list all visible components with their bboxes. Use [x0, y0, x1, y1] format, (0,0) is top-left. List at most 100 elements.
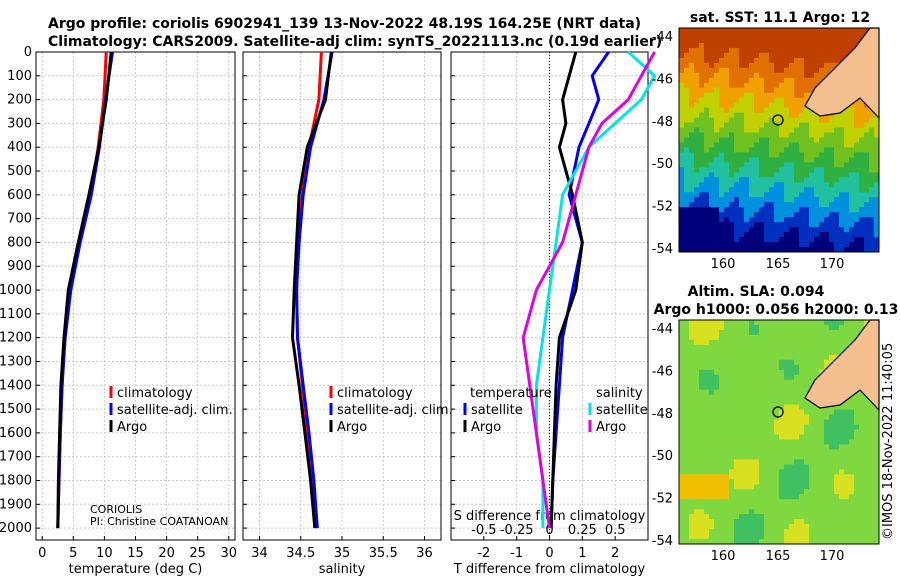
map-cell	[739, 359, 745, 366]
map-cell	[689, 409, 695, 416]
map-cell	[794, 504, 800, 510]
map-cell	[754, 434, 760, 440]
map-cell	[734, 202, 740, 208]
map-cell	[714, 47, 720, 54]
map-cell	[744, 424, 750, 430]
map-cell	[749, 539, 755, 545]
map-cell	[739, 172, 745, 178]
map-cell	[799, 202, 805, 208]
map-cell	[864, 459, 870, 465]
map-cell	[859, 167, 865, 173]
map-y-tick-label: -48	[652, 407, 673, 422]
map-cell	[809, 464, 815, 470]
map-cell	[704, 539, 710, 545]
map-cell	[709, 534, 715, 540]
map-cell	[804, 409, 810, 416]
map-cell	[869, 112, 875, 119]
x-tick-label: 35	[334, 546, 351, 561]
map-cell	[754, 202, 760, 208]
map-cell	[679, 484, 685, 490]
map-cell	[809, 207, 815, 213]
map-cell	[749, 212, 755, 218]
map-cell	[769, 489, 775, 495]
map-cell	[814, 167, 820, 173]
map-cell	[799, 237, 805, 243]
map-cell	[784, 379, 790, 386]
map-cell	[834, 414, 840, 421]
map-cell	[709, 454, 715, 460]
map-cell	[864, 147, 870, 153]
map-cell	[829, 197, 835, 203]
map-cell	[729, 237, 735, 243]
map-cell	[764, 237, 770, 243]
map-cell	[809, 222, 815, 228]
map-cell	[864, 237, 870, 243]
map-cell	[819, 127, 825, 134]
map-cell	[779, 469, 785, 475]
map-cell	[744, 499, 750, 505]
map-cell	[779, 122, 785, 129]
map-cell	[689, 524, 695, 530]
map-cell	[804, 379, 810, 386]
map-cell	[744, 379, 750, 386]
map-frame	[678, 319, 880, 545]
map-cell	[814, 217, 820, 223]
map-cell	[809, 504, 815, 510]
map-cell	[774, 359, 780, 366]
map-cell	[809, 232, 815, 238]
map-cell	[819, 419, 825, 426]
map-cell	[854, 222, 860, 228]
map-cell	[714, 469, 720, 475]
map-cell	[814, 424, 820, 430]
map-cell	[789, 359, 795, 366]
map-cell	[809, 534, 815, 540]
map-cell	[709, 107, 715, 114]
map-cell	[704, 192, 710, 198]
map-cell	[854, 157, 860, 163]
map-cell	[749, 399, 755, 406]
map-cell	[779, 429, 785, 435]
map-cell	[774, 409, 780, 416]
map-cell	[789, 499, 795, 505]
map-cell	[824, 519, 830, 525]
map-cell	[799, 102, 805, 109]
map-cell	[794, 374, 800, 381]
map-cell	[749, 92, 755, 99]
map-cell	[839, 479, 845, 485]
map-cell	[724, 384, 730, 391]
map-cell	[814, 449, 820, 455]
map-cell	[734, 72, 740, 79]
map-cell	[709, 167, 715, 173]
map-cell	[739, 419, 745, 426]
map-cell	[839, 247, 845, 253]
map-cell	[749, 152, 755, 158]
map-cell	[744, 167, 750, 173]
map-cell	[824, 504, 830, 510]
map-cell	[834, 434, 840, 440]
map-cell	[784, 320, 790, 326]
map-cell	[809, 524, 815, 530]
map-cell	[764, 42, 770, 49]
map-cell	[679, 112, 685, 119]
map-cell	[784, 207, 790, 213]
map-cell	[874, 529, 880, 535]
map-cell	[719, 494, 725, 500]
map-cell	[799, 539, 805, 545]
map-cell	[729, 112, 735, 119]
map-cell	[829, 112, 835, 119]
map-cell	[729, 172, 735, 178]
map-cell	[704, 222, 710, 228]
map-cell	[819, 247, 825, 253]
map-cell	[829, 429, 835, 435]
map-cell	[694, 479, 700, 485]
map-cell	[849, 242, 855, 248]
map-cell	[744, 339, 750, 346]
map-cell	[764, 82, 770, 89]
map-cell	[819, 359, 825, 366]
map-cell	[824, 33, 830, 39]
map-cell	[829, 344, 835, 351]
map-cell	[734, 38, 740, 44]
map-cell	[764, 519, 770, 525]
map-cell	[699, 359, 705, 366]
legend-argo-label: Argo	[117, 420, 147, 435]
